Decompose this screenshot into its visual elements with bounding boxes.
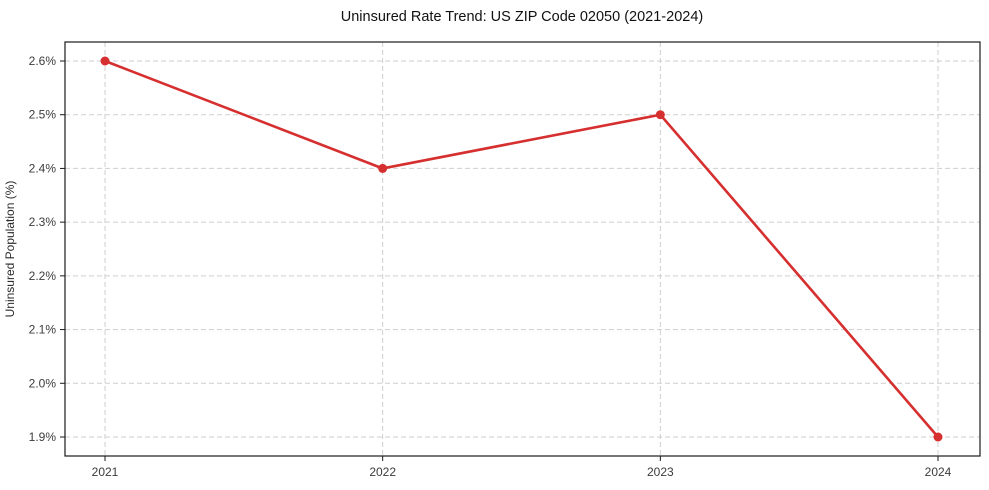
x-tick-label: 2024 — [925, 465, 952, 479]
trend-line — [103, 59, 940, 439]
grid-layer — [65, 42, 980, 456]
y-tick-label: 2.5% — [29, 108, 57, 122]
y-tick-label: 2.3% — [29, 215, 57, 229]
y-tick-label: 2.4% — [29, 161, 57, 175]
plot-border — [64, 41, 981, 457]
data-point-marker — [933, 432, 943, 442]
x-tick-label: 2021 — [92, 465, 119, 479]
chart-title: Uninsured Rate Trend: US ZIP Code 02050 … — [341, 9, 703, 25]
data-point-marker — [655, 110, 665, 120]
axis-layer: 1.9% 2.0% 2.1% 2.2% 2.3% 2.4% 2.5% 2.6% 2021 2022… — [29, 41, 981, 479]
y-tick-label: 2.1% — [29, 323, 57, 337]
y-tick-label: 2.2% — [29, 269, 57, 283]
y-tick-label: 2.6% — [29, 54, 57, 68]
data-point-marker — [378, 163, 388, 173]
x-tick-label: 2022 — [369, 465, 396, 479]
series-layer — [100, 56, 943, 442]
data-point-marker — [100, 56, 110, 66]
y-tick-label: 2.0% — [29, 376, 57, 390]
x-tick-label: 2023 — [647, 465, 674, 479]
y-tick-label: 1.9% — [29, 430, 57, 444]
y-axis-label: Uninsured Population (%) — [3, 181, 17, 318]
